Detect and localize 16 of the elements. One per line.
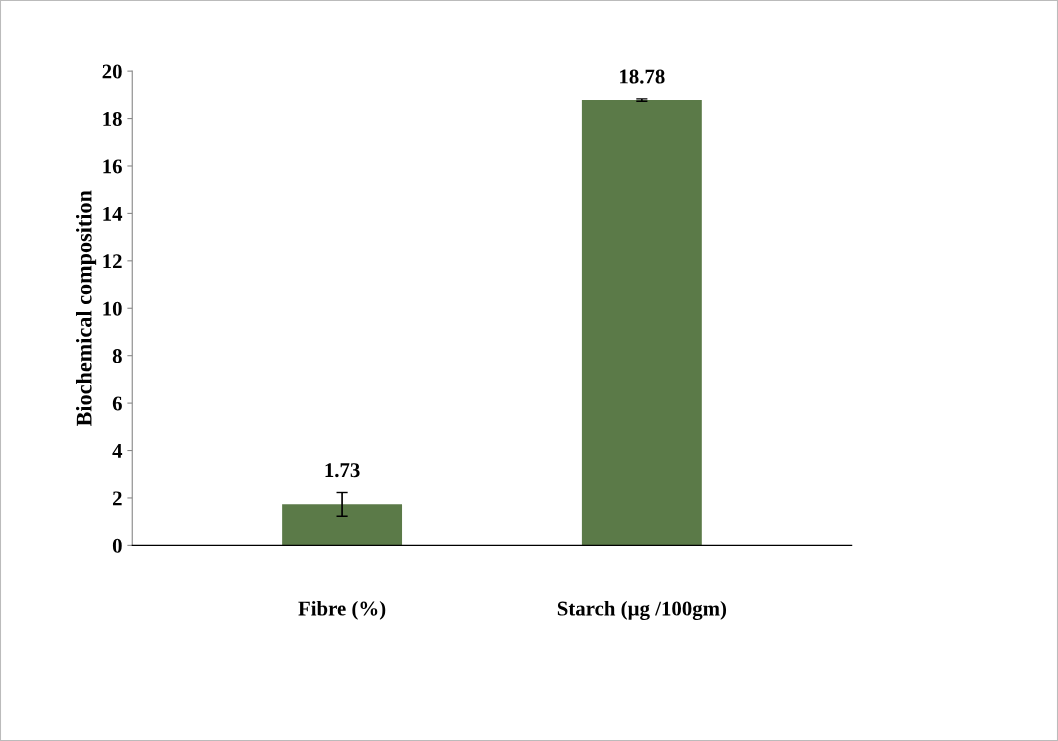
y-tick-label: 10 [103,301,122,316]
data-label: 18.78 [620,69,665,84]
y-tick-label: 20 [102,64,122,79]
y-tick-label: 12 [103,254,122,269]
y-tick-label: 8 [112,349,122,364]
y-tick-label: 6 [112,396,122,411]
y-tick-label: 18 [103,111,122,126]
y-tick-label: 0 [112,538,122,553]
y-tick-label: 14 [103,206,123,221]
x-tick-label: Starch (µg /100gm) [557,600,727,620]
y-tick-label: 4 [112,444,123,458]
y-axis-title: Biochemical composition [75,190,97,427]
y-tick-label: 16 [103,159,122,174]
x-tick-label: Fibre (%) [298,600,386,620]
y-tick-label: 2 [112,491,122,506]
data-label: 1.73 [325,463,360,478]
